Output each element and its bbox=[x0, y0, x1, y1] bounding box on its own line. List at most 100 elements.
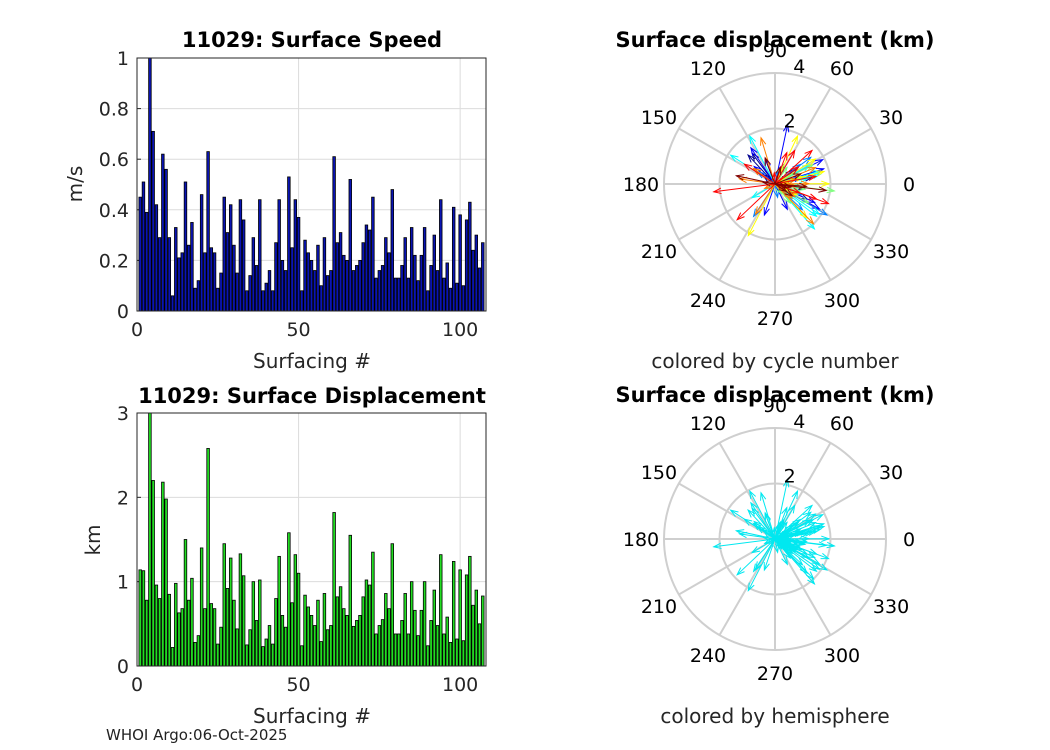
bar bbox=[371, 196, 375, 312]
polar-grid bbox=[663, 427, 887, 651]
bar bbox=[290, 602, 294, 667]
bar bbox=[377, 625, 382, 667]
angle-label: 60 bbox=[830, 58, 854, 80]
vector-arrowhead bbox=[811, 207, 821, 216]
vector-arrowhead bbox=[775, 520, 782, 531]
bar bbox=[338, 586, 343, 667]
vector-arrowhead bbox=[736, 212, 745, 221]
vector-arrowhead bbox=[747, 582, 755, 592]
bar bbox=[174, 227, 178, 312]
bar bbox=[455, 638, 459, 667]
vector-arrowhead bbox=[736, 567, 745, 576]
vector-shaft bbox=[764, 157, 776, 185]
bar bbox=[474, 234, 478, 312]
vector-arrowhead bbox=[743, 518, 753, 526]
vector-arrowhead bbox=[788, 177, 798, 184]
vector-arrowhead bbox=[729, 509, 739, 517]
bar bbox=[151, 480, 155, 667]
bar bbox=[325, 629, 330, 667]
vector-arrowhead bbox=[820, 198, 830, 205]
bar bbox=[422, 227, 427, 312]
vector-arrowhead bbox=[818, 208, 829, 216]
bar bbox=[477, 267, 482, 312]
bar bbox=[403, 237, 407, 312]
bar bbox=[316, 244, 320, 312]
angle-label: 30 bbox=[879, 107, 903, 129]
vector-shaft bbox=[736, 183, 776, 221]
vector-arrowhead bbox=[821, 535, 831, 542]
vector-arrowhead bbox=[747, 227, 755, 237]
bar bbox=[245, 290, 249, 312]
bar bbox=[413, 254, 417, 312]
bar bbox=[193, 287, 197, 312]
footer-credit: WHOI Argo:06-Oct-2025 bbox=[106, 726, 288, 744]
y-tick-label: 1 bbox=[117, 48, 129, 70]
bar bbox=[361, 596, 365, 667]
bar bbox=[367, 229, 372, 312]
angle-label: 330 bbox=[873, 596, 909, 618]
bar bbox=[300, 645, 304, 667]
bar bbox=[283, 270, 288, 312]
bar bbox=[416, 280, 420, 312]
vector-arrowhead bbox=[818, 541, 828, 548]
bar bbox=[384, 237, 388, 312]
vector-shaft bbox=[774, 166, 799, 185]
bar bbox=[461, 640, 466, 667]
chart-title: Surface displacement (km) bbox=[615, 28, 934, 52]
bar bbox=[406, 633, 411, 667]
angle-label: 30 bbox=[879, 462, 903, 484]
vector-shaft bbox=[774, 173, 801, 185]
bar bbox=[458, 214, 462, 312]
bar bbox=[283, 626, 288, 667]
angle-label: 300 bbox=[824, 645, 860, 667]
bar bbox=[287, 532, 291, 667]
angle-label: 90 bbox=[763, 395, 787, 417]
vector-arrowhead bbox=[804, 504, 814, 513]
bar bbox=[448, 641, 453, 667]
bar bbox=[342, 254, 346, 312]
bar bbox=[180, 608, 184, 667]
bar bbox=[232, 599, 236, 667]
bar bbox=[306, 606, 310, 667]
bar bbox=[406, 277, 411, 312]
vector-shaft bbox=[755, 183, 776, 215]
bar bbox=[397, 633, 401, 667]
radius-label: 2 bbox=[784, 465, 796, 487]
bar bbox=[277, 199, 281, 312]
vector-arrowhead bbox=[752, 167, 762, 176]
bar bbox=[190, 222, 194, 312]
bar bbox=[193, 641, 197, 667]
vector-shaft bbox=[713, 538, 776, 548]
vector-arrowhead bbox=[752, 563, 761, 573]
vector-arrowhead bbox=[807, 158, 817, 166]
y-tick-labels: 0 1 2 3 bbox=[117, 403, 129, 678]
angle-label: 180 bbox=[623, 174, 659, 196]
bar bbox=[306, 252, 310, 312]
vector-arrowhead bbox=[818, 563, 829, 571]
bar bbox=[471, 604, 475, 667]
vector-arrowhead bbox=[763, 561, 770, 572]
bar bbox=[248, 629, 252, 667]
bar bbox=[238, 553, 243, 667]
vector-arrowhead bbox=[818, 186, 828, 193]
vector-arrowhead bbox=[799, 210, 809, 220]
angle-label: 120 bbox=[690, 413, 726, 435]
bar bbox=[400, 265, 404, 312]
bar bbox=[358, 259, 362, 312]
vector-arrowhead bbox=[807, 174, 818, 181]
vector-arrowhead bbox=[805, 519, 815, 527]
bar bbox=[471, 249, 475, 312]
vector-arrowhead bbox=[763, 206, 770, 217]
bar bbox=[170, 295, 175, 312]
vector-arrowhead bbox=[761, 535, 772, 542]
y-tick-label: 2 bbox=[117, 487, 129, 509]
bar bbox=[157, 598, 162, 667]
bar bbox=[167, 237, 172, 312]
vector-arrowhead bbox=[807, 513, 817, 521]
plot-frame bbox=[136, 57, 487, 312]
vector-arrowhead bbox=[806, 571, 815, 580]
bar bbox=[377, 270, 382, 312]
bar bbox=[209, 247, 214, 312]
bar bbox=[374, 277, 378, 312]
